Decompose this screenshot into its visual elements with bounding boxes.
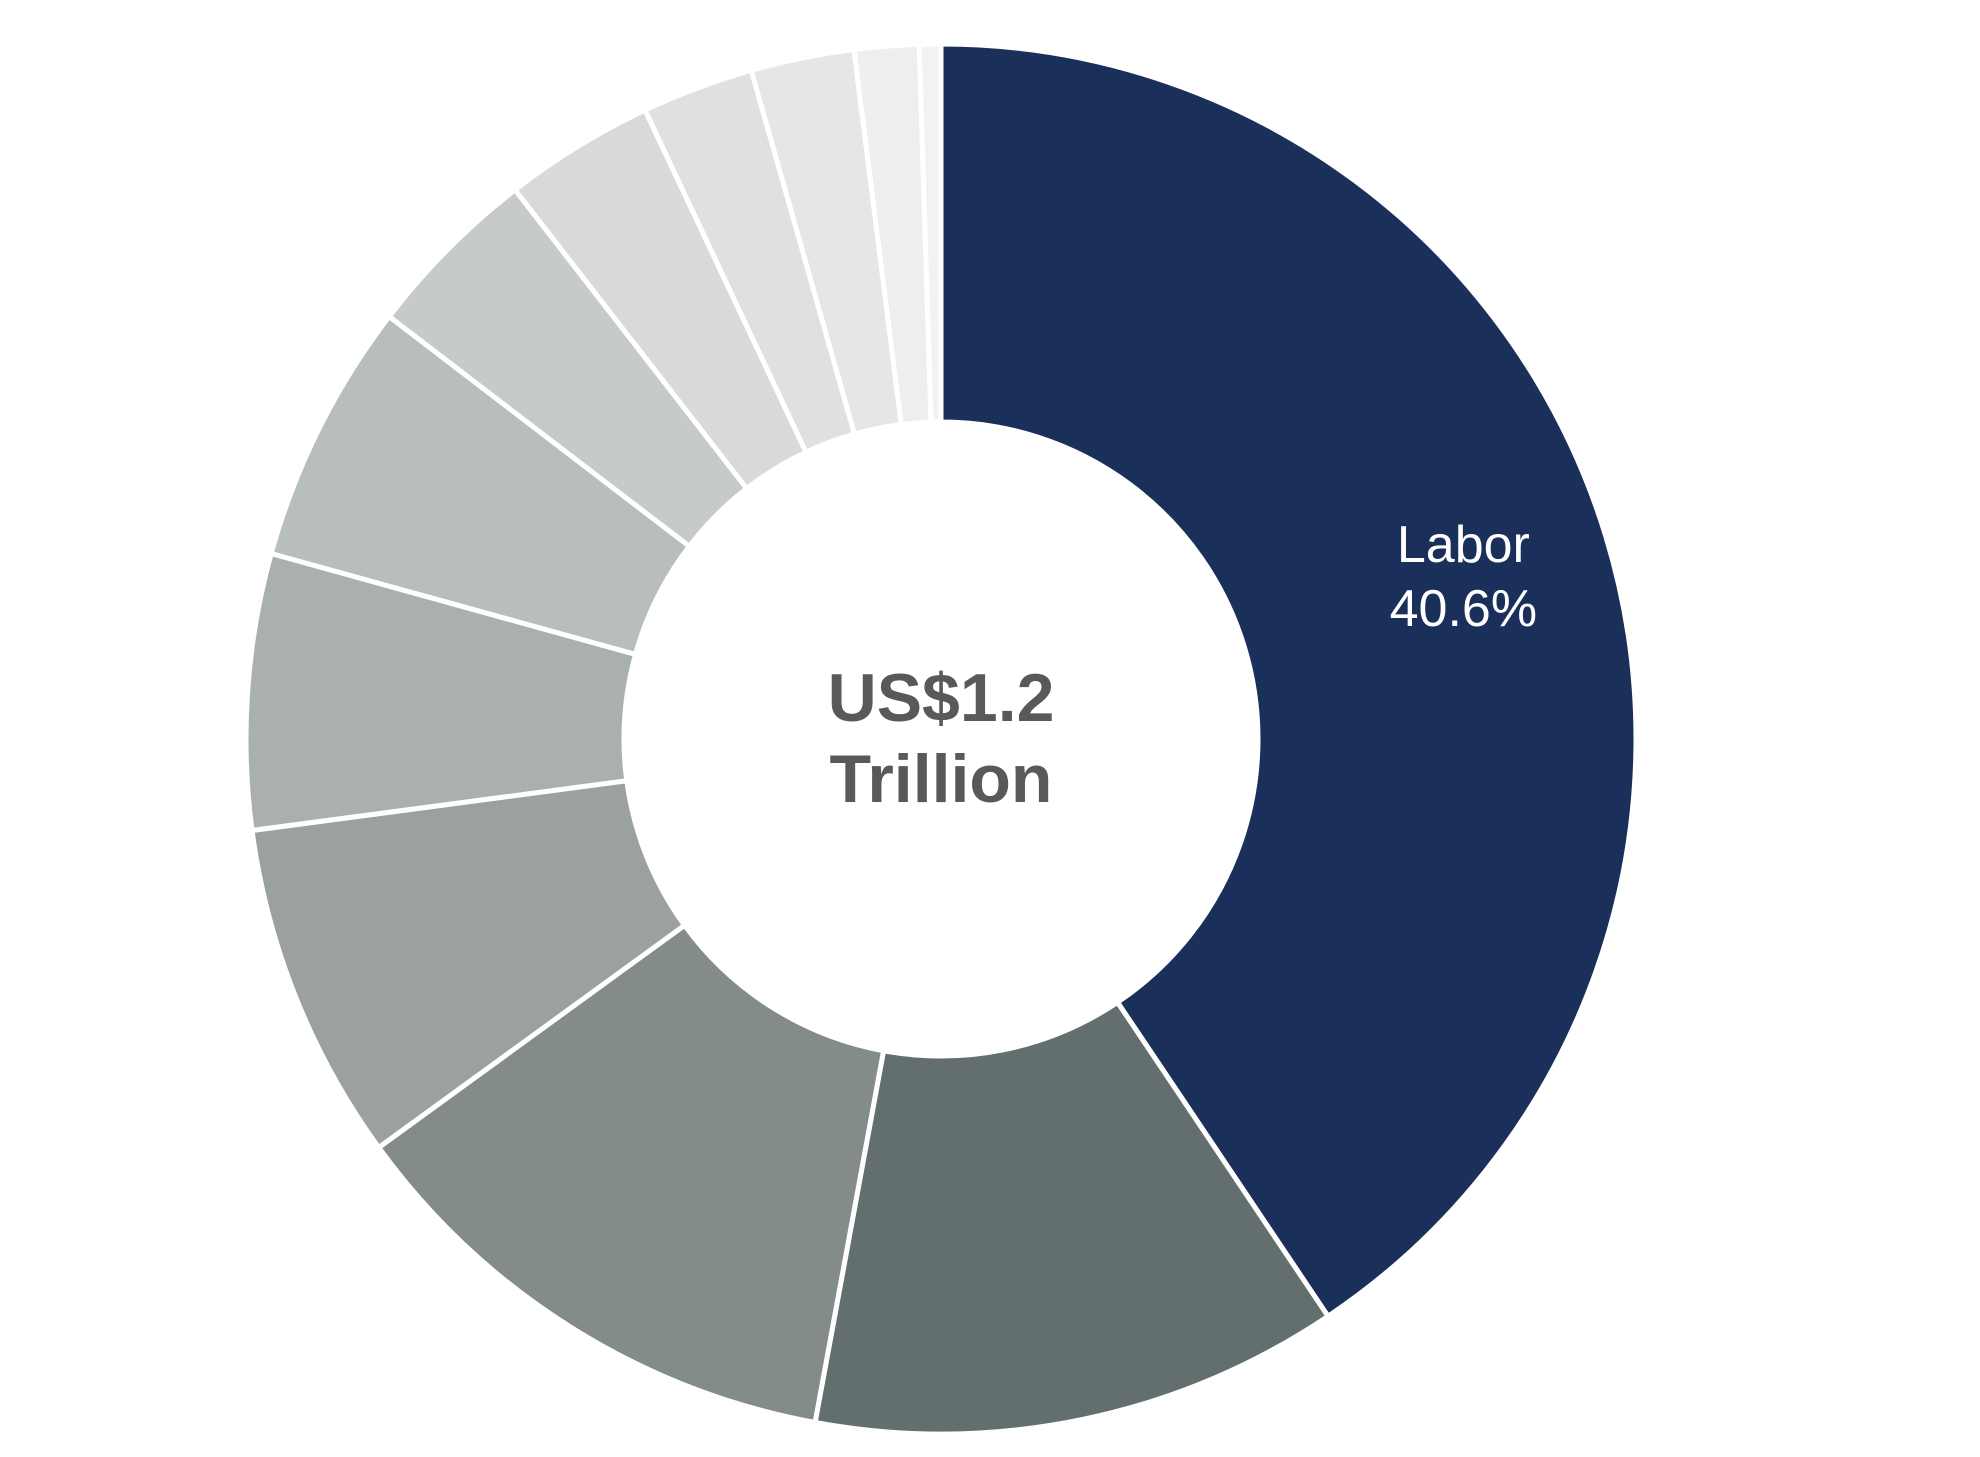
- segment-label: Labor: [1397, 516, 1530, 574]
- donut-segment: [938, 41, 1639, 1320]
- donut-segment: [916, 41, 944, 425]
- donut-segment: [249, 777, 689, 1152]
- donut-segment: [375, 921, 887, 1426]
- center-label: US$1.2: [828, 660, 1055, 736]
- value-label: 40.6%: [1390, 580, 1537, 638]
- donut-segment: [812, 998, 1332, 1437]
- center-label: Trillion: [830, 741, 1053, 817]
